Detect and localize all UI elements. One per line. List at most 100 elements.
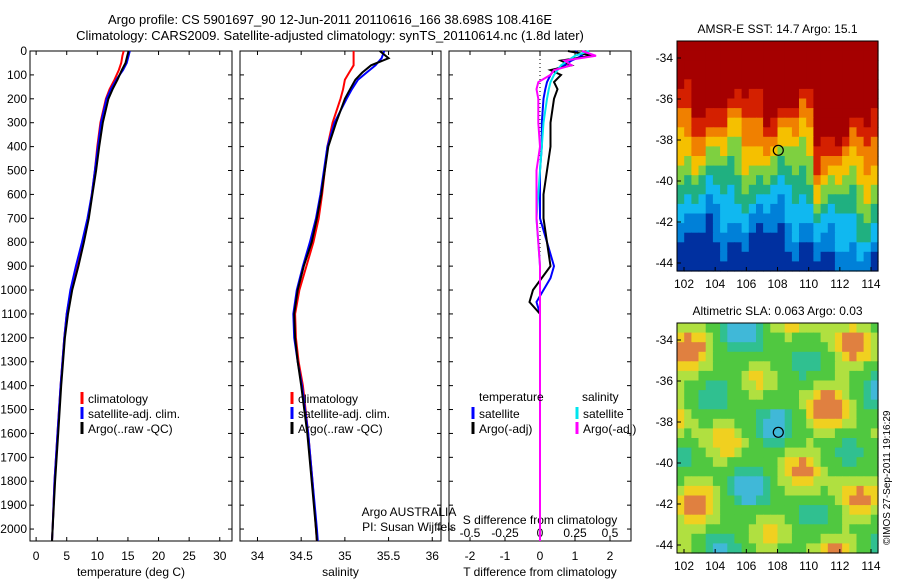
map-cell (813, 117, 822, 128)
map-cell (784, 476, 793, 487)
map-cell (777, 41, 786, 52)
depth-tick-label: 800 (7, 235, 27, 249)
map-cell (763, 543, 771, 554)
map-cell (799, 457, 807, 468)
map-cell (712, 428, 721, 439)
map-cell (684, 361, 692, 372)
map-cell (791, 418, 800, 429)
map-sla_map: Altimetric SLA: 0.063 Argo: 0.03 102 104 10… (656, 304, 881, 573)
map-cell (799, 232, 807, 243)
map-cell (791, 194, 800, 205)
map-cell (763, 194, 771, 205)
map-cell (842, 438, 850, 449)
map-cell (827, 380, 836, 391)
map-cell (712, 485, 721, 497)
map-cell (799, 88, 807, 100)
map-cell (763, 428, 771, 439)
map-cell (741, 98, 750, 109)
map-cell (734, 213, 743, 224)
map-cell (813, 203, 822, 215)
map-cell (820, 342, 829, 353)
map-cell (770, 466, 779, 477)
map-cell (870, 108, 879, 119)
map-cell (734, 495, 743, 506)
map-cell (763, 495, 771, 506)
map-cell (806, 485, 814, 497)
map-cell (834, 524, 843, 535)
depth-tick-label: 1600 (0, 426, 27, 440)
map-cell (770, 108, 779, 119)
map-cell (777, 495, 786, 506)
map-cell (720, 175, 728, 186)
map-cell (856, 156, 865, 167)
map-cell (820, 514, 829, 525)
series-satellite-adj--clim- (292, 50, 386, 542)
map-cell (763, 60, 771, 71)
map-cell (691, 232, 700, 243)
map-cell (756, 361, 764, 372)
map-cell (712, 533, 721, 544)
map-cell (870, 514, 879, 525)
map-cell (870, 156, 879, 167)
map-cell (791, 136, 800, 147)
map-cell (849, 409, 858, 420)
map-cell (734, 251, 743, 262)
map-cell (691, 50, 700, 61)
map-cell (756, 261, 764, 272)
legend-label: climatology (298, 392, 358, 406)
map-cell (834, 351, 843, 362)
map-cell (770, 505, 779, 516)
map-cell (813, 232, 822, 243)
map-cell (827, 98, 836, 109)
map-cell (763, 98, 771, 109)
map-cell (870, 428, 879, 439)
map-cell (770, 438, 779, 449)
map-cell (834, 370, 843, 382)
map-cell (734, 60, 743, 71)
depth-tick-label: 1900 (0, 498, 27, 512)
map-xtick-label: 106 (736, 277, 756, 291)
map-cell (777, 203, 786, 215)
map-cell (806, 332, 814, 343)
map-cell (712, 438, 721, 449)
map-cell (677, 88, 685, 100)
map-cell (727, 165, 736, 176)
map-cell (806, 409, 814, 420)
depth-tick-label: 700 (7, 211, 27, 225)
map-cell (712, 261, 721, 272)
map-cell (677, 361, 685, 372)
map-cell (741, 476, 750, 487)
map-cell (806, 533, 814, 544)
map-cell (820, 261, 829, 272)
map-cell (691, 88, 700, 100)
map-cell (763, 485, 771, 497)
map-cell (863, 175, 872, 186)
map-cell (741, 50, 750, 61)
series-satellite-adj--clim- (51, 50, 131, 542)
map-cell (777, 447, 786, 458)
map-cell (741, 457, 750, 468)
map-cell (834, 98, 843, 109)
map-cell (806, 146, 814, 157)
map-cell (799, 194, 807, 205)
header-line-1: Argo profile: CS 5901697_90 12-Jun-2011 … (107, 12, 553, 27)
map-cell (827, 390, 836, 401)
legend-title-temperature: temperature (479, 390, 544, 404)
map-cell (741, 399, 750, 410)
map-cell (748, 361, 757, 372)
map-cell (712, 60, 721, 71)
map-cell (863, 41, 872, 52)
map-cell (720, 50, 728, 61)
map-cell (677, 117, 685, 128)
map-cell (720, 79, 728, 90)
map-cell (856, 60, 865, 71)
map-cell (698, 533, 707, 544)
map-cell (842, 428, 850, 439)
map-cell (784, 203, 793, 215)
map-cell (756, 428, 764, 439)
map-cell (691, 69, 700, 80)
map-cell (799, 108, 807, 119)
map-cell (842, 380, 850, 391)
map-cell (691, 203, 700, 215)
map-ytick-label: -40 (656, 174, 674, 188)
